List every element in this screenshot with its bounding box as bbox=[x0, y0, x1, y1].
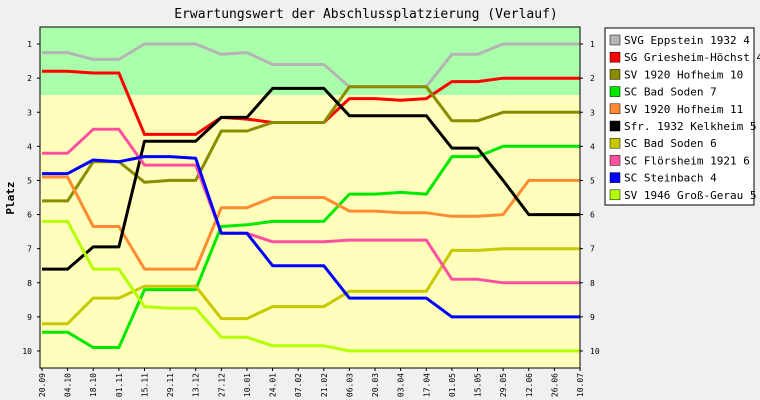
x-tick-label: 20.09 bbox=[38, 373, 47, 397]
x-tick-label: 10.07 bbox=[576, 373, 585, 397]
x-tick-label: 29.05 bbox=[499, 373, 508, 397]
legend-swatch bbox=[609, 103, 621, 115]
y-tick-label: 5 bbox=[27, 176, 32, 185]
x-tick-label: 17.04 bbox=[422, 373, 431, 397]
legend-entry: Sfr. 1932 Kelkheim 5 bbox=[624, 120, 756, 133]
legend-swatch bbox=[609, 155, 621, 166]
chart-title: Erwartungswert der Abschlussplatzierung … bbox=[174, 7, 558, 22]
series-line bbox=[42, 86, 580, 271]
legend-entry: SV 1920 Hofheim 11 bbox=[624, 103, 743, 116]
x-tick-label: 21.02 bbox=[320, 373, 329, 397]
series-line bbox=[42, 155, 580, 319]
background-band bbox=[40, 27, 580, 96]
x-tick-label: 04.10 bbox=[64, 373, 73, 397]
y-tick-label-right: 10 bbox=[590, 347, 600, 356]
y-tick-label-right: 6 bbox=[590, 211, 595, 220]
legend-entry: SC Bad Soden 6 bbox=[624, 137, 717, 150]
legend-entry: SC Flörsheim 1921 6 bbox=[624, 154, 750, 167]
y-tick-label: 10 bbox=[22, 347, 32, 356]
series-line bbox=[42, 127, 580, 285]
y-axis-left: 1 2 3 4 5 6 7 8 9 10 bbox=[22, 40, 40, 356]
legend-entry: SC Bad Soden 7 bbox=[624, 86, 717, 99]
series-line bbox=[42, 42, 580, 89]
x-tick-label: 01.11 bbox=[115, 373, 124, 397]
legend-entry: SV 1920 Hofheim 10 bbox=[624, 68, 743, 81]
legend-swatch bbox=[609, 189, 621, 201]
x-tick-label: 07.02 bbox=[294, 373, 303, 397]
legend-swatch bbox=[609, 69, 621, 80]
x-tick-label: 26.06 bbox=[550, 373, 559, 397]
y-tick-label: 3 bbox=[27, 108, 32, 117]
x-tick-label: 15.05 bbox=[474, 373, 483, 397]
x-tick-label: 29.11 bbox=[166, 373, 175, 397]
x-axis: 20.09 04.10 18.10 01.11 15.11 29.11 13.12 27.12… bbox=[38, 368, 585, 397]
legend-swatch bbox=[609, 120, 621, 132]
legend-swatch bbox=[609, 137, 621, 149]
y-tick-label-right: 1 bbox=[590, 40, 595, 49]
x-tick-label: 18.10 bbox=[89, 373, 98, 397]
x-tick-label: 12.06 bbox=[525, 373, 534, 397]
legend-swatch bbox=[609, 172, 621, 183]
legend-box bbox=[604, 27, 755, 206]
x-tick-label: 24.01 bbox=[269, 373, 278, 397]
y-tick-label: 9 bbox=[27, 313, 32, 322]
y-tick-label: 7 bbox=[27, 245, 32, 254]
series-line bbox=[42, 144, 580, 349]
legend-entry: SV 1946 Groß-Gerau 5 bbox=[624, 189, 756, 202]
y-tick-label-right: 2 bbox=[590, 74, 595, 83]
legend: SVG Eppstein 1932 4 SG Griesheim-Höchst 4… bbox=[604, 27, 760, 206]
x-tick-label: 10.01 bbox=[243, 373, 252, 397]
series-line bbox=[42, 247, 580, 326]
y-tick-label-right: 3 bbox=[590, 108, 595, 117]
x-tick-label: 13.12 bbox=[192, 373, 201, 397]
y-tick-label: 6 bbox=[27, 211, 32, 220]
series-line bbox=[42, 219, 580, 353]
legend-entry: SC Steinbach 4 bbox=[624, 172, 717, 185]
y-tick-label-right: 7 bbox=[590, 245, 595, 254]
x-tick-label: 06.03 bbox=[345, 373, 354, 397]
legend-entry: SVG Eppstein 1932 4 bbox=[624, 34, 750, 47]
x-tick-label: 27.12 bbox=[217, 373, 226, 397]
y-axis-label: Platz bbox=[4, 181, 17, 214]
legend-swatch bbox=[609, 86, 621, 97]
y-tick-label-right: 5 bbox=[590, 176, 595, 185]
x-tick-label: 03.04 bbox=[397, 373, 406, 397]
y-axis-right: 1 2 3 4 5 6 7 8 9 10 bbox=[580, 40, 600, 356]
series-line bbox=[42, 175, 580, 271]
y-tick-label: 1 bbox=[27, 40, 32, 49]
x-tick-label: 01.05 bbox=[448, 373, 457, 397]
y-tick-label: 8 bbox=[27, 279, 32, 288]
y-tick-label-right: 4 bbox=[590, 142, 595, 151]
x-tick-label: 15.11 bbox=[140, 373, 149, 397]
y-tick-label-right: 9 bbox=[590, 313, 595, 322]
x-tick-label: 20.03 bbox=[371, 373, 380, 397]
y-tick-label-right: 8 bbox=[590, 279, 595, 288]
y-tick-label: 2 bbox=[27, 74, 32, 83]
legend-entry: SG Griesheim-Höchst 4 bbox=[624, 51, 760, 64]
legend-swatch bbox=[609, 51, 621, 63]
series-layer bbox=[42, 42, 580, 353]
series-line bbox=[42, 85, 580, 203]
plot-frame bbox=[39, 26, 581, 369]
legend-swatch bbox=[609, 34, 621, 46]
y-tick-label: 4 bbox=[27, 142, 32, 151]
